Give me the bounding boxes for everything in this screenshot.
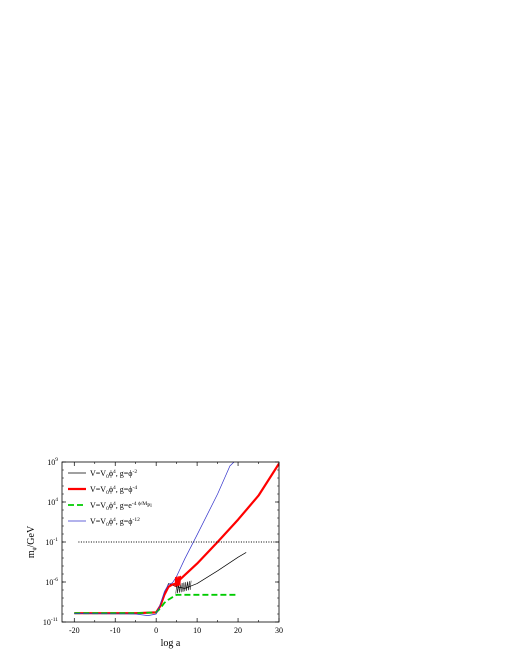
y-tick-label: 10-6 [45, 577, 58, 587]
series-line-4 [74, 462, 235, 616]
legend-entry-3: V=V0ϕ4, g=e-4 ϕ/MPl [90, 501, 152, 512]
x-axis-title: log a [161, 638, 181, 649]
series-line-3 [74, 593, 239, 615]
y-tick-label: 109 [47, 457, 58, 467]
y-tick-label: 104 [47, 497, 58, 507]
x-tick-label: 30 [275, 626, 283, 635]
y-tick-label: 10-1 [45, 537, 58, 547]
x-tick-label: 10 [193, 626, 201, 635]
x-tick-label: -20 [69, 626, 80, 635]
plot-area [74, 462, 279, 616]
legend-entry-2: V=V0ϕ4, g=ϕ-4 [90, 485, 137, 496]
axes: -20 -10 0 10 20 30 10-11 10-6 10-1 104 109 log a mϕ/… [26, 457, 283, 649]
x-tick-label: -10 [110, 626, 121, 635]
x-tick-label: 20 [234, 626, 242, 635]
y-tick-label: 10-11 [43, 617, 58, 627]
legend: V=V0ϕ4, g=ϕ-2 V=V0ϕ4, g=ϕ-4 V=V0ϕ4, g=e-4 … [68, 469, 152, 528]
y-axis-title: mϕ/GeV [26, 525, 38, 558]
x-tick-label: 0 [154, 626, 158, 635]
legend-entry-4: V=V0ϕ4, g=ϕ-12 [90, 517, 140, 528]
legend-entry-1: V=V0ϕ4, g=ϕ-2 [90, 469, 137, 480]
oscillation-region [174, 575, 192, 594]
